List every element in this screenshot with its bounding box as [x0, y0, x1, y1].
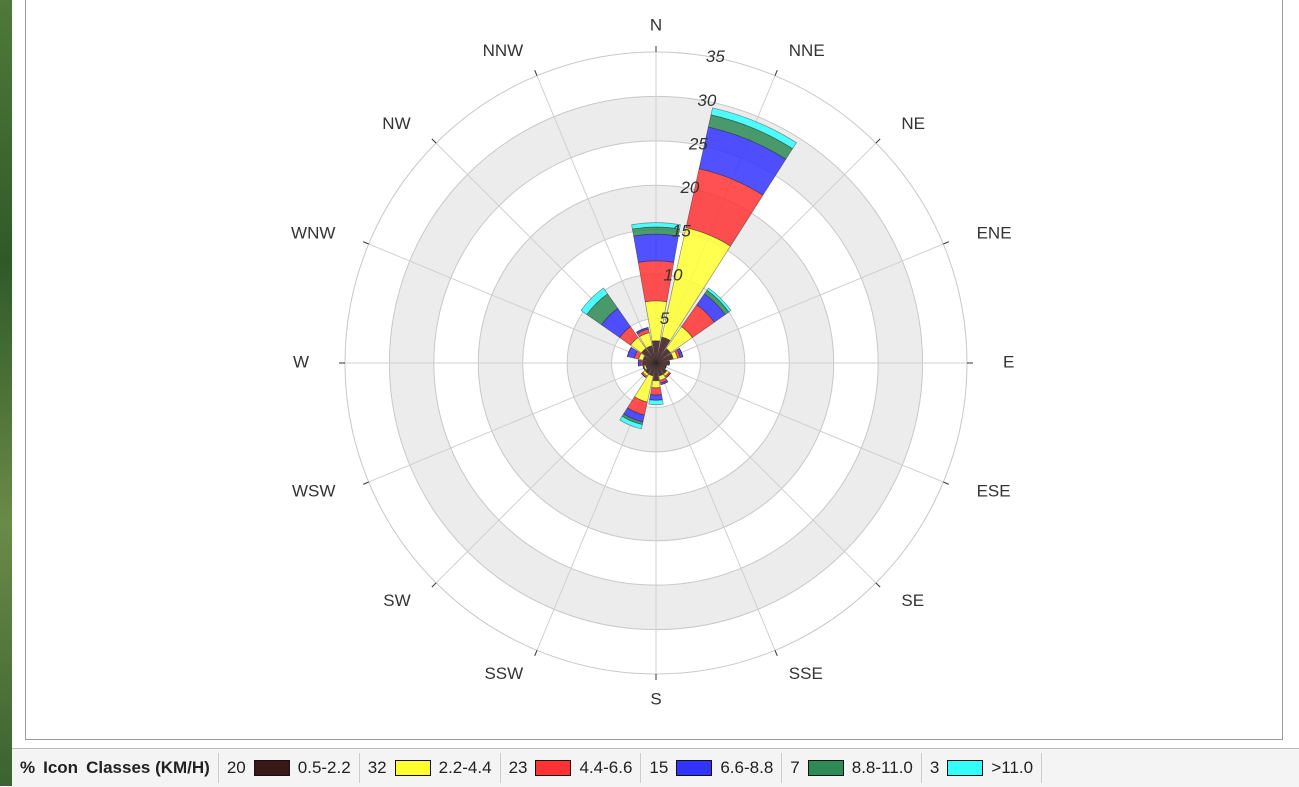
direction-label: W	[293, 352, 309, 371]
direction-label: N	[650, 15, 662, 34]
radial-tick-label: 10	[663, 265, 682, 284]
wedge-segment	[650, 388, 661, 395]
legend-swatch	[395, 760, 431, 776]
legend-class: 2.2-4.4	[439, 758, 492, 778]
direction-label: WNW	[291, 224, 335, 243]
radial-tick-label: 35	[706, 47, 725, 66]
legend-class: 6.6-8.8	[720, 758, 773, 778]
spoke	[656, 363, 876, 583]
legend-swatch	[676, 760, 712, 776]
legend-header: % Icon Classes (KM/H)	[12, 753, 219, 783]
direction-label: ENE	[977, 224, 1012, 243]
spoke-tick	[775, 650, 777, 656]
radial-tick-label: 15	[672, 222, 691, 241]
radial-tick-label: 20	[679, 178, 699, 197]
legend-swatch	[254, 760, 290, 776]
direction-label: NNE	[789, 41, 825, 60]
legend-percent: 20	[227, 758, 246, 778]
legend-percent: 7	[790, 758, 799, 778]
wedge-segment	[649, 400, 664, 405]
legend-percent: 32	[368, 758, 387, 778]
direction-label: S	[650, 689, 661, 708]
legend-percent: 15	[649, 758, 668, 778]
spoke-tick	[535, 650, 537, 656]
legend-class: 8.8-11.0	[852, 758, 913, 778]
spoke-tick	[876, 139, 880, 143]
spoke-tick	[876, 583, 880, 587]
direction-label: ESE	[977, 481, 1011, 500]
spoke-tick	[943, 242, 949, 244]
spoke-tick	[432, 583, 436, 587]
chart: N NNE NE ENE E ESE SE SSE S SSW SW WSW W WNW NW NNW 5 10 1…	[0, 0, 1299, 745]
wedge-segment	[650, 395, 663, 401]
direction-label: NNW	[483, 41, 524, 60]
legend-percent: 3	[930, 758, 939, 778]
legend-percent: 23	[509, 758, 528, 778]
legend-swatch	[947, 760, 983, 776]
radial-tick-label: 30	[697, 91, 716, 110]
legend-item: 23 4.4-6.6	[501, 753, 642, 783]
legend-header-text: Classes (KM/H)	[86, 758, 210, 778]
spoke-tick	[363, 242, 369, 244]
radial-tick-label: 5	[660, 309, 670, 328]
legend-item: 7 8.8-11.0	[782, 753, 922, 783]
legend: % Icon Classes (KM/H) 20 0.5-2.2 32 2.2-4.4…	[12, 748, 1299, 787]
direction-label: SW	[383, 591, 410, 610]
direction-label: WSW	[292, 481, 335, 500]
legend-header-text: Icon	[43, 758, 78, 778]
direction-label: SSW	[484, 664, 523, 683]
direction-label: NW	[382, 114, 410, 133]
spoke-tick	[432, 139, 436, 143]
legend-class: 0.5-2.2	[298, 758, 351, 778]
radial-tick-label: 25	[688, 134, 708, 153]
spoke-tick	[363, 482, 369, 484]
legend-item: 20 0.5-2.2	[219, 753, 360, 783]
direction-label: SSE	[789, 664, 823, 683]
legend-class: >11.0	[991, 758, 1033, 778]
legend-item: 15 6.6-8.8	[641, 753, 782, 783]
legend-swatch	[535, 760, 571, 776]
spoke	[436, 363, 656, 583]
legend-header-text: %	[20, 758, 35, 778]
spoke-tick	[775, 70, 777, 76]
legend-class: 4.4-6.6	[579, 758, 632, 778]
direction-label: E	[1003, 352, 1014, 371]
direction-label: SE	[901, 591, 924, 610]
wedge-segment	[652, 381, 661, 388]
legend-item: 32 2.2-4.4	[360, 753, 501, 783]
legend-swatch	[808, 760, 844, 776]
spoke-tick	[535, 70, 537, 76]
legend-item: 3 >11.0	[922, 753, 1042, 783]
spoke-tick	[943, 482, 949, 484]
direction-label: NE	[901, 114, 925, 133]
